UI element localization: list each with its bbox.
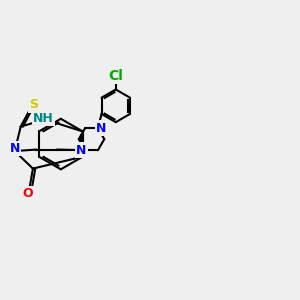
Text: Cl: Cl — [108, 69, 123, 83]
Text: O: O — [22, 187, 33, 200]
Text: N: N — [76, 144, 87, 157]
Text: S: S — [30, 98, 39, 111]
Text: N: N — [96, 122, 107, 135]
Text: NH: NH — [33, 112, 54, 125]
Text: N: N — [10, 142, 20, 155]
